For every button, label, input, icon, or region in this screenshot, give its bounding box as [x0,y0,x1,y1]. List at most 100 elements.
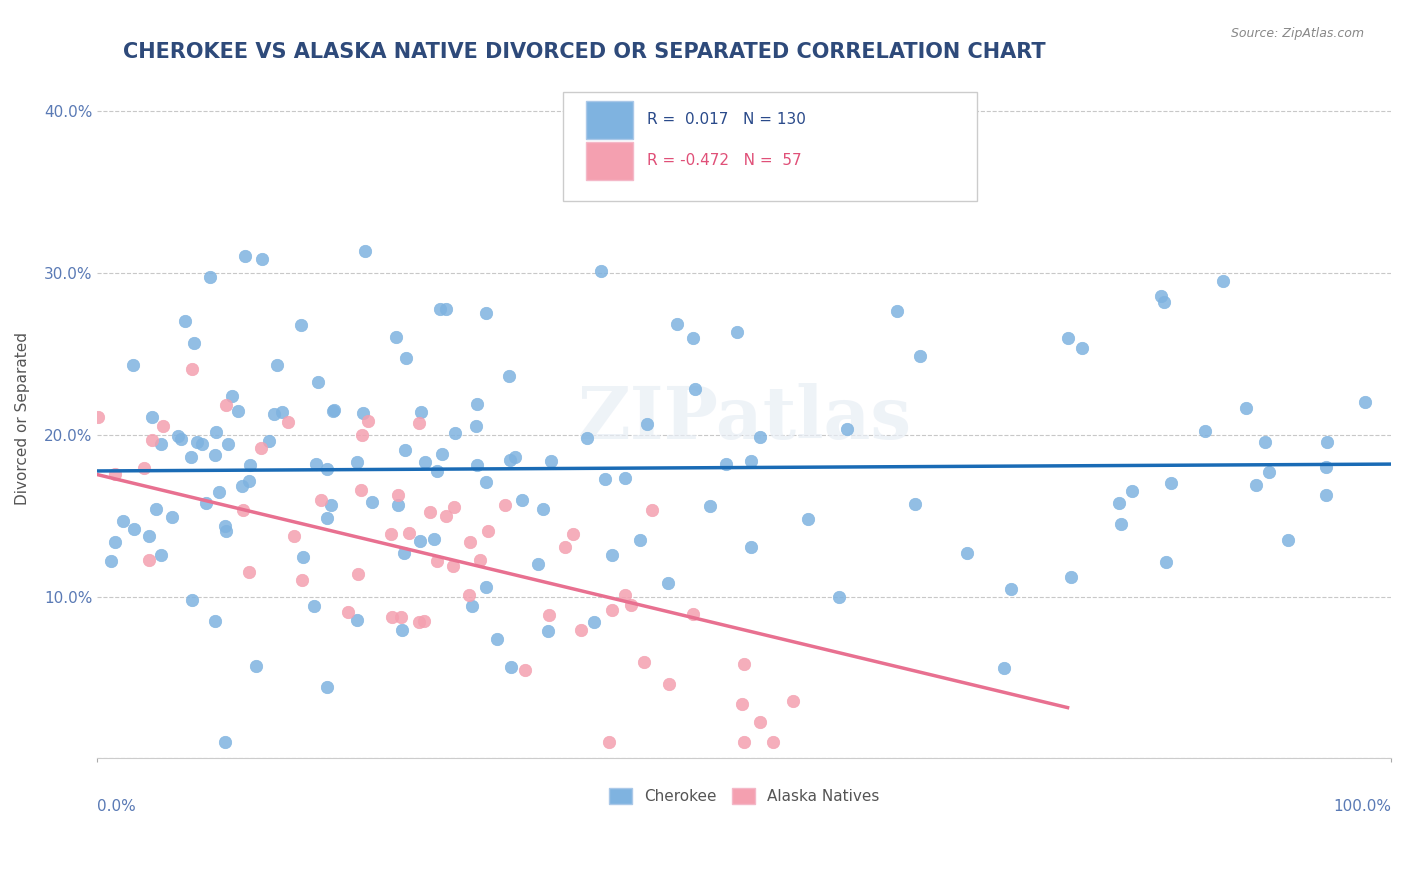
Point [180,450,202,464]
Point [204,614,226,628]
Point [389,610,412,624]
Point [886,303,908,318]
Point [513,663,536,677]
Point [475,581,498,595]
Point [152,419,174,434]
Point [465,458,488,472]
Point [593,472,616,486]
Point [413,614,436,628]
Point [429,301,451,316]
Point [474,306,496,320]
Point [160,509,183,524]
Text: R =  0.017   N = 130: R = 0.017 N = 130 [647,112,806,127]
Point [381,610,404,624]
Point [291,573,314,587]
Point [232,503,254,517]
Point [385,330,408,344]
Point [443,500,465,515]
Y-axis label: Divorced or Separated: Divorced or Separated [15,332,30,505]
FancyBboxPatch shape [562,92,977,201]
Point [598,735,620,749]
Point [465,397,488,411]
Point [181,361,204,376]
Point [166,428,188,442]
Point [569,623,592,637]
Point [263,407,285,421]
Point [271,405,294,419]
Point [486,632,509,646]
Point [408,534,430,549]
Point [309,492,332,507]
Point [501,659,523,673]
Point [292,549,315,564]
Point [1059,570,1081,584]
Point [734,657,756,672]
Point [183,336,205,351]
Text: ZIPatlas: ZIPatlas [576,383,911,454]
Text: 0.0%: 0.0% [97,799,136,814]
Point [576,432,599,446]
Point [170,432,193,446]
Point [150,549,173,563]
Point [419,505,441,519]
Point [217,437,239,451]
Point [239,458,262,472]
Point [731,697,754,711]
Point [1244,478,1267,492]
Point [1111,516,1133,531]
Point [613,470,636,484]
Point [134,460,156,475]
Point [1121,484,1143,499]
Point [100,554,122,568]
Point [1149,289,1171,303]
Point [1315,488,1337,502]
Point [464,419,486,434]
Point [554,540,576,554]
Point [526,557,548,571]
Point [908,349,931,363]
FancyBboxPatch shape [586,142,633,180]
Point [499,453,522,467]
Point [200,269,222,284]
Point [221,389,243,403]
Point [748,429,770,443]
Point [441,558,464,573]
Point [316,680,339,694]
Point [238,475,260,489]
Point [762,735,785,749]
Point [235,249,257,263]
Point [1160,476,1182,491]
Point [392,546,415,560]
Point [430,447,453,461]
Point [346,566,368,581]
Point [600,549,623,563]
Point [259,434,281,448]
Point [613,588,636,602]
Point [195,495,218,509]
Point [641,502,664,516]
Point [208,484,231,499]
Point [307,375,329,389]
Point [180,593,202,607]
Point [408,417,430,431]
Point [426,554,449,568]
Point [426,464,449,478]
Point [283,529,305,543]
Point [1000,582,1022,596]
Point [411,405,433,419]
Point [562,527,585,541]
Point [111,514,134,528]
Point [725,325,748,339]
Point [315,510,337,524]
Point [305,458,328,472]
Point [748,715,770,730]
Point [600,603,623,617]
Point [205,425,228,439]
Point [174,314,197,328]
Point [354,244,377,259]
Point [319,499,342,513]
Point [186,435,208,450]
Point [1257,465,1279,479]
Point [503,450,526,464]
Point [413,455,436,469]
